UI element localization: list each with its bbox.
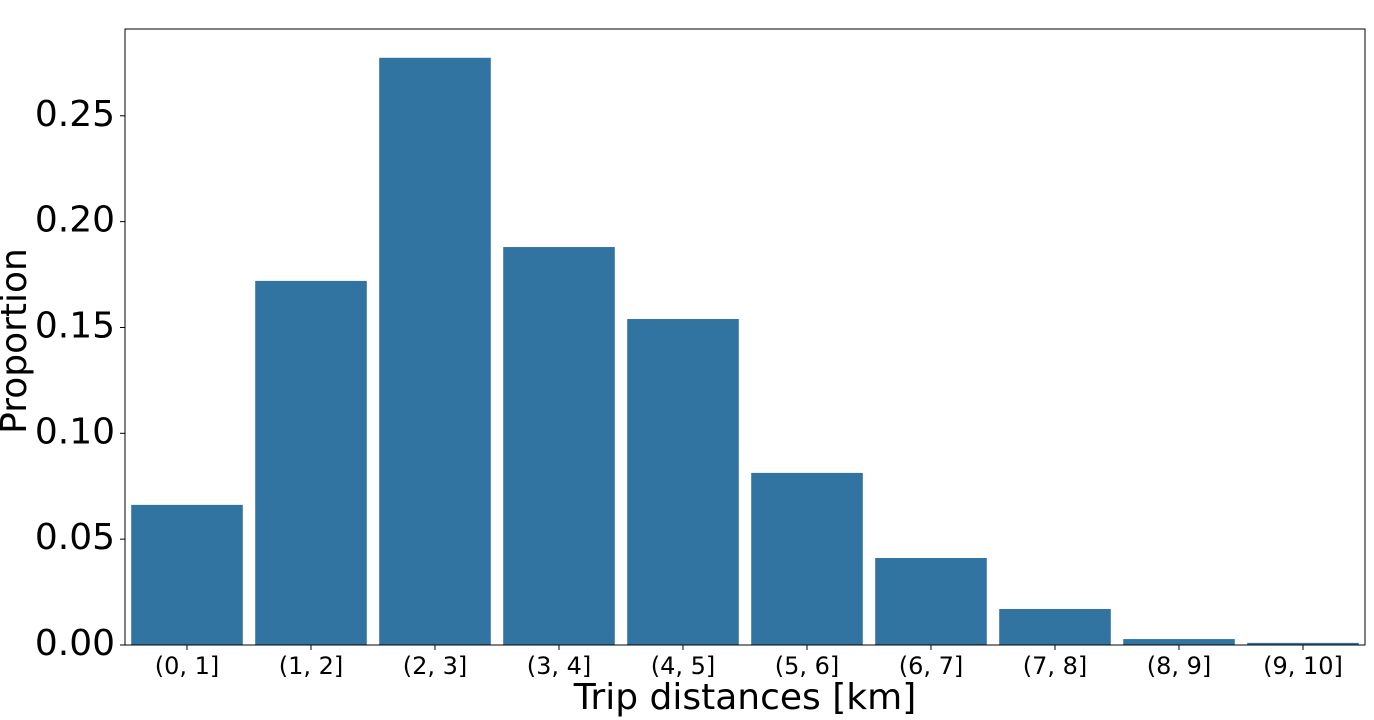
y-axis-label: Proportion bbox=[0, 248, 35, 434]
bar bbox=[751, 472, 863, 645]
bar bbox=[503, 247, 615, 645]
y-tick-label: 0.20 bbox=[35, 200, 115, 241]
x-axis-label: Trip distances [km] bbox=[573, 677, 917, 718]
x-tick-label: (8, 9] bbox=[1147, 652, 1212, 680]
x-tick-label: (2, 3] bbox=[403, 652, 468, 680]
bar bbox=[627, 319, 739, 645]
bar bbox=[1123, 639, 1235, 645]
bar bbox=[255, 280, 367, 645]
bar bbox=[379, 57, 491, 646]
bar bbox=[999, 609, 1111, 645]
bar bbox=[875, 557, 987, 645]
x-tick-label: (3, 4] bbox=[527, 652, 592, 680]
x-tick-label: (7, 8] bbox=[1023, 652, 1088, 680]
y-tick-label: 0.15 bbox=[35, 305, 115, 346]
x-tick-label: (9, 10] bbox=[1263, 652, 1343, 680]
x-tick-label: (6, 7] bbox=[899, 652, 964, 680]
y-tick-label: 0.25 bbox=[35, 94, 115, 135]
y-tick-label: 0.10 bbox=[35, 411, 115, 452]
y-tick-label: 0.00 bbox=[35, 623, 115, 664]
x-tick-label: (0, 1] bbox=[155, 652, 220, 680]
x-tick-label: (4, 5] bbox=[651, 652, 716, 680]
plot-frame bbox=[124, 28, 1366, 646]
bar bbox=[131, 504, 243, 645]
y-tick-label: 0.05 bbox=[35, 517, 115, 558]
x-tick-label: (5, 6] bbox=[775, 652, 840, 680]
x-tick-label: (1, 2] bbox=[279, 652, 344, 680]
bar bbox=[1247, 642, 1359, 645]
